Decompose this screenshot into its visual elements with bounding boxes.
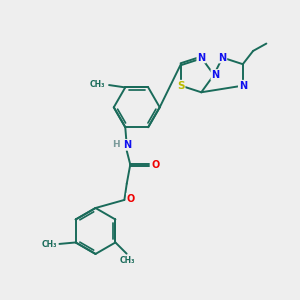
Text: CH₃: CH₃: [119, 256, 135, 265]
Text: N: N: [218, 52, 226, 63]
Text: N: N: [123, 140, 131, 150]
Text: H: H: [112, 140, 120, 149]
Text: CH₃: CH₃: [42, 240, 57, 249]
Text: CH₃: CH₃: [90, 80, 106, 89]
Text: N: N: [211, 70, 219, 80]
Text: N: N: [197, 52, 205, 63]
Text: S: S: [177, 81, 184, 91]
Text: O: O: [127, 194, 135, 204]
Text: O: O: [152, 160, 160, 170]
Text: N: N: [239, 81, 247, 91]
